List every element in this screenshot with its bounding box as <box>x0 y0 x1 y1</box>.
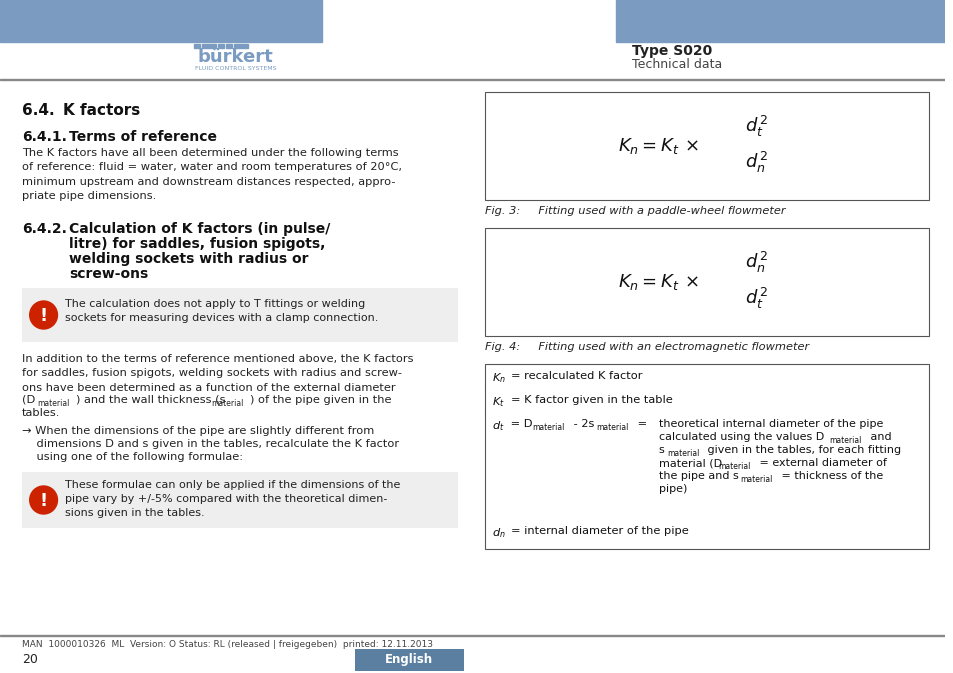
Text: $K_n = K_t\,\times$: $K_n = K_t\,\times$ <box>617 136 698 156</box>
Text: = thickness of the: = thickness of the <box>777 471 882 481</box>
Bar <box>202 44 215 48</box>
Text: $d_n^{\,2}$: $d_n^{\,2}$ <box>744 250 768 275</box>
Text: $d_t^{\,2}$: $d_t^{\,2}$ <box>744 114 768 139</box>
Text: using one of the following formulae:: using one of the following formulae: <box>22 452 243 462</box>
Text: 6.4.1.: 6.4.1. <box>22 130 67 144</box>
Bar <box>485 228 928 336</box>
Bar <box>355 649 463 671</box>
Text: =: = <box>634 419 646 429</box>
Text: $K_n$: $K_n$ <box>492 371 506 385</box>
Bar <box>485 519 928 520</box>
Text: $d_t^{\,2}$: $d_t^{\,2}$ <box>744 285 768 310</box>
Text: 6.4.: 6.4. <box>22 103 54 118</box>
Bar <box>485 92 928 200</box>
Text: 6.4.2.: 6.4.2. <box>22 222 67 236</box>
Bar <box>0 635 944 636</box>
Bar <box>233 44 248 48</box>
Text: Technical data: Technical data <box>632 57 721 71</box>
Bar <box>485 388 928 389</box>
Text: 20: 20 <box>22 653 37 666</box>
Text: material: material <box>718 462 750 471</box>
Text: Type S020: Type S020 <box>632 44 712 58</box>
Text: calculated using the values D: calculated using the values D <box>659 432 823 442</box>
Text: Fig. 3:     Fitting used with a paddle-wheel flowmeter: Fig. 3: Fitting used with a paddle-wheel… <box>485 206 785 216</box>
Text: material: material <box>596 423 628 432</box>
Bar <box>226 44 232 48</box>
Circle shape <box>30 301 57 329</box>
Bar <box>485 364 928 549</box>
Text: These formulae can only be applied if the dimensions of the
pipe vary by +/-5% c: These formulae can only be applied if th… <box>66 480 400 518</box>
Text: bürkert: bürkert <box>197 48 274 66</box>
Text: = K factor given in the table: = K factor given in the table <box>511 395 672 405</box>
Text: litre) for saddles, fusion spigots,: litre) for saddles, fusion spigots, <box>70 237 325 251</box>
Text: = D: = D <box>507 419 532 429</box>
Text: pipe): pipe) <box>659 484 686 494</box>
Text: given in the tables, for each fitting: given in the tables, for each fitting <box>703 445 901 455</box>
Text: = recalculated K factor: = recalculated K factor <box>511 371 642 381</box>
Text: material (D: material (D <box>659 458 721 468</box>
Text: MAN  1000010326  ML  Version: O Status: RL (released | freigegeben)  printed: 12: MAN 1000010326 ML Version: O Status: RL … <box>22 640 433 649</box>
Text: $d_t$: $d_t$ <box>492 419 504 433</box>
Text: → When the dimensions of the pipe are slightly different from: → When the dimensions of the pipe are sl… <box>22 426 374 436</box>
Text: material: material <box>666 449 699 458</box>
Text: $K_t$: $K_t$ <box>492 395 505 409</box>
Text: !: ! <box>39 492 48 510</box>
Circle shape <box>30 486 57 514</box>
Bar <box>194 44 200 48</box>
Text: - 2s: - 2s <box>569 419 594 429</box>
Text: FLUID CONTROL SYSTEMS: FLUID CONTROL SYSTEMS <box>194 65 276 71</box>
Text: welding sockets with radius or: welding sockets with radius or <box>70 252 309 266</box>
Text: material: material <box>740 475 772 484</box>
Bar <box>485 412 928 413</box>
Bar <box>616 0 944 42</box>
Text: dimensions D and s given in the tables, recalculate the K factor: dimensions D and s given in the tables, … <box>22 439 398 449</box>
Text: = internal diameter of the pipe: = internal diameter of the pipe <box>511 526 688 536</box>
Text: $d_n^{\,2}$: $d_n^{\,2}$ <box>744 149 768 174</box>
Text: (D: (D <box>22 395 35 405</box>
Text: In addition to the terms of reference mentioned above, the K factors
for saddles: In addition to the terms of reference me… <box>22 354 413 393</box>
Bar <box>735 142 778 143</box>
Text: English: English <box>385 653 433 666</box>
Text: The calculation does not apply to T fittings or welding
sockets for measuring de: The calculation does not apply to T fitt… <box>66 299 378 323</box>
Text: material: material <box>828 436 861 445</box>
Text: material: material <box>211 399 243 408</box>
Text: ) of the pipe given in the: ) of the pipe given in the <box>250 395 391 405</box>
Text: material: material <box>37 399 70 408</box>
Text: s: s <box>659 445 664 455</box>
Text: material: material <box>532 423 564 432</box>
Text: screw-ons: screw-ons <box>70 267 149 281</box>
Bar <box>0 0 322 42</box>
Text: tables.: tables. <box>22 408 60 418</box>
Text: theoretical internal diameter of the pipe: theoretical internal diameter of the pip… <box>659 419 882 429</box>
Bar <box>217 44 224 48</box>
Bar <box>0 79 944 80</box>
Text: $K_n = K_t\,\times$: $K_n = K_t\,\times$ <box>617 272 698 292</box>
Text: !: ! <box>39 307 48 325</box>
Text: Calculation of K factors (in pulse/: Calculation of K factors (in pulse/ <box>70 222 331 236</box>
Bar <box>22 288 457 342</box>
Bar <box>735 278 778 279</box>
Bar <box>22 472 457 528</box>
Text: Fig. 4:     Fitting used with an electromagnetic flowmeter: Fig. 4: Fitting used with an electromagn… <box>485 342 809 352</box>
Text: and: and <box>866 432 891 442</box>
Text: K factors: K factors <box>63 103 140 118</box>
Text: = external diameter of: = external diameter of <box>755 458 886 468</box>
Text: ) and the wall thickness (s: ) and the wall thickness (s <box>76 395 226 405</box>
Text: Terms of reference: Terms of reference <box>70 130 217 144</box>
Text: $d_n$: $d_n$ <box>492 526 506 540</box>
Text: the pipe and s: the pipe and s <box>659 471 738 481</box>
Text: The K factors have all been determined under the following terms
of reference: f: The K factors have all been determined u… <box>22 148 401 201</box>
